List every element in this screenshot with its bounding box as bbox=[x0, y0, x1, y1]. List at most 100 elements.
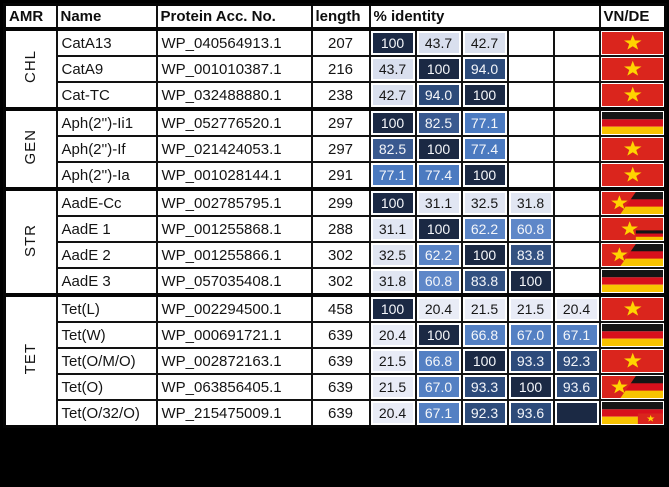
identity-value: 67.0 bbox=[510, 325, 551, 345]
identity-value: 82.5 bbox=[418, 113, 459, 133]
gene-name-cell: CatA9 bbox=[55, 55, 158, 83]
identity-value: 62.2 bbox=[418, 245, 459, 265]
identity-cell: 21.5 bbox=[506, 293, 555, 323]
vietnam-flag-icon bbox=[601, 33, 664, 54]
table-row: STR AadE-Cc WP_002785795.1 299 100 31.1 32.5 31… bbox=[3, 187, 667, 296]
col-header-amr: AMR bbox=[3, 3, 58, 31]
identity-value: 100 bbox=[464, 85, 505, 105]
identity-cell: 100 bbox=[460, 161, 509, 190]
col-header-identity: % identity bbox=[368, 3, 601, 31]
identity-cell: 94.0 bbox=[414, 81, 463, 110]
gene-name-cell: Aph(2'')-If bbox=[55, 135, 158, 163]
identity-cell: 77.1 bbox=[460, 107, 509, 137]
amr-group-label: CHL bbox=[22, 50, 40, 84]
identity-cell: 93.6 bbox=[506, 399, 555, 428]
identity-cell: 62.2 bbox=[414, 241, 463, 269]
identity-value: 31.8 bbox=[372, 271, 413, 291]
gene-name-cell: AadE 2 bbox=[55, 241, 158, 269]
identity-value: 100 bbox=[464, 165, 505, 185]
identity-cell bbox=[552, 215, 601, 243]
identity-value: 83.8 bbox=[510, 245, 551, 265]
amr-group-cell-gen: GEN bbox=[3, 107, 58, 190]
identity-value: 60.8 bbox=[510, 219, 551, 239]
table-header: AMR Name Protein Acc. No. length % ident… bbox=[3, 3, 667, 31]
amr-group-cell-str: STR bbox=[3, 187, 58, 296]
country-flag-cell bbox=[598, 81, 667, 110]
germany-flag-icon bbox=[601, 324, 664, 346]
amr-group-label: GEN bbox=[22, 129, 40, 165]
identity-cell bbox=[552, 107, 601, 137]
table-row: Aph(2'')-If WP_021424053.1 297 82.5 100 77.4 bbox=[5, 135, 667, 163]
identity-cell: 100 bbox=[506, 373, 555, 401]
identity-value: 100 bbox=[372, 193, 413, 213]
identity-cell: 32.5 bbox=[460, 187, 509, 217]
length-cell: 302 bbox=[310, 267, 371, 296]
protein-accession-cell: WP_021424053.1 bbox=[155, 135, 313, 163]
col-header-length: length bbox=[310, 3, 371, 31]
identity-value: 100 bbox=[418, 59, 459, 79]
country-flag-cell bbox=[598, 215, 667, 243]
table-row: Tet(O) WP_063856405.1 639 21.5 67.0 93.3 100 93… bbox=[5, 373, 667, 401]
identity-cell: 66.8 bbox=[460, 321, 509, 349]
identity-value: 94.0 bbox=[418, 85, 459, 105]
length-cell: 458 bbox=[310, 293, 371, 323]
identity-value: 20.4 bbox=[418, 299, 459, 319]
identity-cell: 94.0 bbox=[460, 55, 509, 83]
identity-value: 82.5 bbox=[372, 139, 413, 159]
protein-accession-cell: WP_063856405.1 bbox=[155, 373, 313, 401]
identity-value: 93.6 bbox=[510, 403, 551, 423]
identity-cell: 100 bbox=[460, 81, 509, 110]
identity-cell bbox=[506, 81, 555, 110]
country-flag-cell bbox=[598, 399, 667, 428]
identity-cell bbox=[552, 161, 601, 190]
identity-cell: 43.7 bbox=[414, 27, 463, 57]
identity-cell: 100 bbox=[368, 293, 417, 323]
table-row: Cat-TC WP_032488880.1 238 42.7 94.0 100 bbox=[5, 81, 667, 110]
identity-value: 77.1 bbox=[464, 113, 505, 133]
col-header-protein-acc: Protein Acc. No. bbox=[155, 3, 313, 31]
identity-cell: 31.1 bbox=[414, 187, 463, 217]
length-cell: 288 bbox=[310, 215, 371, 243]
protein-accession-cell: WP_052776520.1 bbox=[155, 107, 313, 137]
length-cell: 639 bbox=[310, 373, 371, 401]
protein-accession-cell: WP_001255868.1 bbox=[155, 215, 313, 243]
identity-cell bbox=[552, 399, 601, 428]
protein-accession-cell: WP_002294500.1 bbox=[155, 293, 313, 323]
length-cell: 207 bbox=[310, 27, 371, 57]
identity-cell bbox=[552, 55, 601, 83]
gene-name-cell: Tet(W) bbox=[55, 321, 158, 349]
identity-cell: 60.8 bbox=[414, 267, 463, 296]
country-flag-cell bbox=[598, 187, 667, 217]
identity-cell: 92.3 bbox=[552, 347, 601, 375]
identity-cell: 31.1 bbox=[368, 215, 417, 243]
amr-group-label: STR bbox=[22, 223, 40, 257]
identity-value: 100 bbox=[372, 113, 413, 133]
identity-cell: 60.8 bbox=[506, 215, 555, 243]
identity-cell: 93.6 bbox=[552, 373, 601, 401]
identity-cell: 82.5 bbox=[368, 135, 417, 163]
identity-value: 66.8 bbox=[418, 351, 459, 371]
identity-value: 43.7 bbox=[418, 33, 459, 53]
identity-cell: 77.4 bbox=[414, 161, 463, 190]
protein-accession-cell: WP_001028144.1 bbox=[155, 161, 313, 190]
identity-cell: 100 bbox=[414, 321, 463, 349]
identity-cell: 67.0 bbox=[506, 321, 555, 349]
identity-value: 77.1 bbox=[372, 165, 413, 185]
vietnam-flag-with-germany-inset-icon bbox=[601, 218, 664, 240]
identity-value: 100 bbox=[464, 245, 505, 265]
gene-name-cell: AadE 3 bbox=[55, 267, 158, 296]
identity-cell: 67.1 bbox=[552, 321, 601, 349]
vietnam-flag-icon bbox=[601, 138, 664, 160]
identity-cell: 67.1 bbox=[414, 399, 463, 428]
protein-accession-cell: WP_001255866.1 bbox=[155, 241, 313, 269]
identity-cell: 100 bbox=[368, 107, 417, 137]
identity-cell: 31.8 bbox=[368, 267, 417, 296]
col-header-name: Name bbox=[55, 3, 158, 31]
identity-value: 100 bbox=[418, 219, 459, 239]
protein-accession-cell: WP_002872163.1 bbox=[155, 347, 313, 375]
identity-cell bbox=[506, 135, 555, 163]
country-flag-cell bbox=[598, 267, 667, 296]
protein-accession-cell: WP_040564913.1 bbox=[155, 27, 313, 57]
protein-accession-cell: WP_000691721.1 bbox=[155, 321, 313, 349]
identity-cell bbox=[552, 187, 601, 217]
